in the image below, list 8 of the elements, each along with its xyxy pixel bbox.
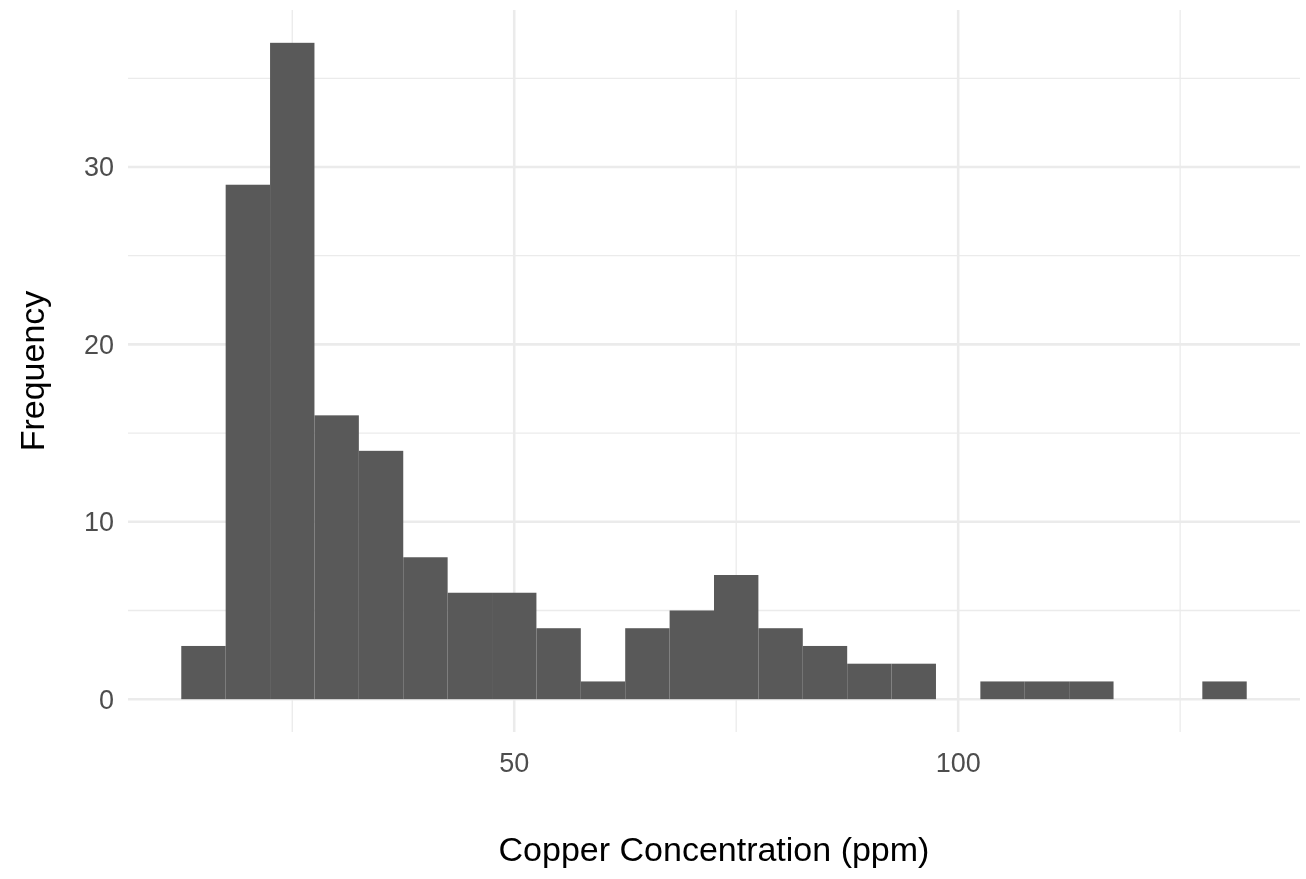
x-tick-label: 100: [935, 748, 981, 778]
y-tick-label: 30: [83, 152, 114, 183]
y-axis-title: Frequency: [13, 290, 51, 452]
y-tick-label: 0: [98, 684, 114, 715]
y-tick-label: 10: [83, 507, 114, 538]
y-tick-label: 20: [83, 329, 114, 360]
x-tick-label: 50: [499, 748, 530, 778]
x-axis-title: Copper Concentration (ppm): [498, 830, 930, 868]
